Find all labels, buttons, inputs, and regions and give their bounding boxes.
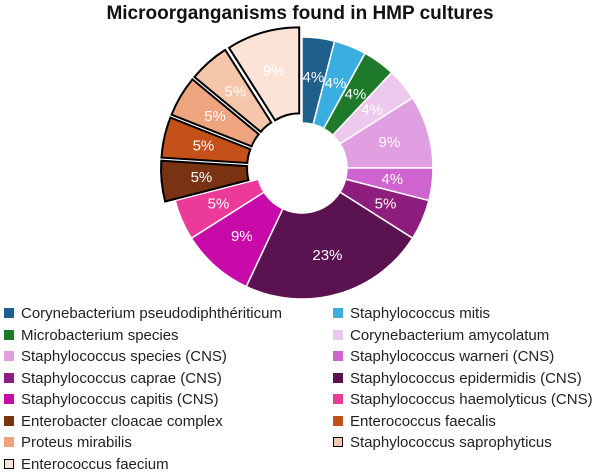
legend-swatch xyxy=(333,351,343,362)
slice-enterococcus-faecium xyxy=(227,26,301,122)
legend-swatch xyxy=(4,394,14,405)
legend-label: Staphylococcus capitis (CNS) xyxy=(21,391,219,409)
legend-swatch xyxy=(4,437,14,448)
legend-item-corynebacterium-amycolatum: Corynebacterium amycolatum xyxy=(333,325,549,347)
legend-label: Staphylococcus caprae (CNS) xyxy=(21,369,222,387)
legend-label: Staphylococcus haemolyticus (CNS) xyxy=(350,391,593,409)
legend-label: Staphylococcus species (CNS) xyxy=(21,348,227,366)
slice-label-enterobacter-cloacae-complex: 5% xyxy=(191,169,213,186)
donut-chart: 4% 4%4%4%9%4%5%23%9%5%5%5%5%5%9% xyxy=(160,26,434,300)
legend-swatch xyxy=(333,394,343,405)
slice-label-staphylococcus-capitis-cns: 9% xyxy=(231,228,253,245)
slice-label-corynebacterium-pseudodiphth-riticum: 4% xyxy=(303,69,325,86)
slice-label-staphylococcus-haemolyticus-cns: 5% xyxy=(208,196,230,213)
legend-label: Staphylococcus epidermidis (CNS) xyxy=(350,369,582,387)
legend-item-enterococcus-faecalis: Enterococcus faecalis xyxy=(333,411,496,433)
slice-label-staphylococcus-species-cns: 9% xyxy=(379,134,401,151)
slice-enterobacter-cloacae-complex xyxy=(160,159,250,203)
slice-label-staphylococcus-warneri-cns: 4% xyxy=(381,171,403,188)
slice-staphylococcus-haemolyticus-cns xyxy=(174,178,266,240)
legend-item-staphylococcus-warneri-cns: Staphylococcus warneri (CNS) xyxy=(333,346,554,368)
legend-label: Enterococcus faecium xyxy=(21,455,169,473)
slice-label-microbacterium-species: 4% xyxy=(345,86,367,103)
legend-label: Enterobacter cloacae complex xyxy=(21,412,223,430)
legend-swatch xyxy=(333,308,343,319)
legend-swatch xyxy=(333,437,343,448)
legend-item-staphylococcus-saprophyticus: Staphylococcus saprophyticus xyxy=(333,432,552,454)
slice-label-proteus-mirabilis: 5% xyxy=(204,108,226,125)
slice-label-corynebacterium-amycolatum: 4% xyxy=(361,101,383,118)
slice-enterococcus-faecalis xyxy=(160,116,252,165)
legend-swatch xyxy=(4,308,14,319)
slice-label-staphylococcus-epidermidis-cns: 23% xyxy=(312,247,342,264)
legend-swatch xyxy=(4,372,14,383)
legend-item-staphylococcus-epidermidis-cns: Staphylococcus epidermidis (CNS) xyxy=(333,368,582,390)
legend-swatch xyxy=(4,415,14,426)
slice-label-enterococcus-faecalis: 5% xyxy=(193,137,215,154)
legend-swatch xyxy=(333,372,343,383)
slice-label-enterococcus-faecium: 9% xyxy=(263,63,285,80)
legend-item-proteus-mirabilis: Proteus mirabilis xyxy=(4,432,132,454)
chart-title: Microorganganisms found in HMP cultures xyxy=(106,3,494,24)
legend-item-staphylococcus-capitis-cns: Staphylococcus capitis (CNS) xyxy=(4,389,219,411)
legend-label: Staphylococcus warneri (CNS) xyxy=(350,348,555,366)
legend-label: Staphylococcus mitis xyxy=(350,305,491,323)
legend-swatch xyxy=(4,351,14,362)
legend-item-corynebacterium-pseudodiphth-riticum: Corynebacterium pseudodiphthériticum xyxy=(4,303,282,325)
legend-swatch xyxy=(4,329,14,340)
legend-item-staphylococcus-caprae-cns: Staphylococcus caprae (CNS) xyxy=(4,368,222,390)
slice-label-staphylococcus-saprophyticus: 5% xyxy=(224,84,246,101)
legend-label: Enterococcus faecalis xyxy=(350,412,496,430)
slice-staphylococcus-saprophyticus xyxy=(193,48,273,134)
legend-item-enterococcus-faecium: Enterococcus faecium xyxy=(4,454,169,476)
slice-label-staphylococcus-caprae-cns: 5% xyxy=(375,196,397,213)
legend-label: Corynebacterium amycolatum xyxy=(350,326,550,344)
legend-swatch xyxy=(4,458,14,469)
legend-item-staphylococcus-species-cns: Staphylococcus species (CNS) xyxy=(4,346,227,368)
legend-item-staphylococcus-mitis: Staphylococcus mitis xyxy=(333,303,490,325)
slice-staphylococcus-epidermidis-cns xyxy=(245,191,414,300)
legend-item-staphylococcus-haemolyticus-cns: Staphylococcus haemolyticus (CNS) xyxy=(333,389,593,411)
legend-swatch xyxy=(333,329,343,340)
legend: Corynebacterium pseudodiphthériticum Stap… xyxy=(0,303,600,474)
legend-item-microbacterium-species: Microbacterium species xyxy=(4,325,179,347)
legend-swatch xyxy=(333,415,343,426)
legend-label: Microbacterium species xyxy=(21,326,179,344)
legend-label: Proteus mirabilis xyxy=(21,434,132,452)
legend-item-enterobacter-cloacae-complex: Enterobacter cloacae complex xyxy=(4,411,223,433)
slice-label-staphylococcus-mitis: 4% xyxy=(325,75,347,92)
legend-label: Staphylococcus saprophyticus xyxy=(350,434,552,452)
slice-proteus-mirabilis xyxy=(170,77,261,148)
legend-label: Corynebacterium pseudodiphthériticum xyxy=(21,305,282,323)
